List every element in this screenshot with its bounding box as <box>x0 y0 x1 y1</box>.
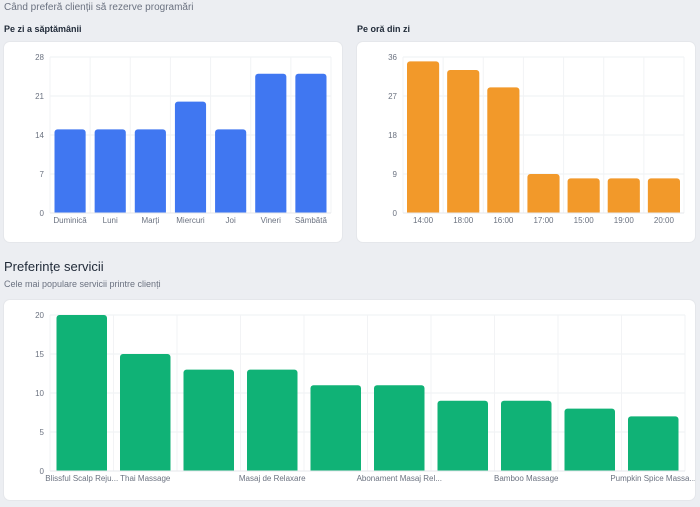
bar-base <box>134 210 166 213</box>
bar[interactable] <box>527 174 560 213</box>
x-tick-label: Abonament Masaj Rel... <box>357 474 442 483</box>
x-tick-label: Duminică <box>53 216 87 225</box>
bar-base <box>295 210 327 213</box>
x-tick-label: Vineri <box>261 216 282 225</box>
x-tick-label: 19:00 <box>614 216 635 225</box>
y-tick-label: 9 <box>393 170 398 179</box>
bar[interactable] <box>567 178 600 213</box>
services-subtitle: Cele mai populare servicii printre clien… <box>4 279 161 289</box>
bar-base <box>437 468 488 471</box>
bar-base <box>564 468 615 471</box>
by-day-card: 0 7 14 21 28 Duminică Luni Marți Miercuri Joi Vine… <box>4 42 342 242</box>
bar-base <box>567 210 600 213</box>
bar-base <box>215 210 247 213</box>
x-tick-label: Bamboo Massage <box>494 474 559 483</box>
y-tick-label: 10 <box>35 389 44 398</box>
bar-base <box>247 468 298 471</box>
x-tick-label: Marți <box>141 216 159 225</box>
x-tick-label: 18:00 <box>453 216 474 225</box>
y-tick-label: 0 <box>40 467 45 476</box>
bar[interactable] <box>447 70 480 213</box>
bar[interactable] <box>310 385 362 471</box>
by-hour-label: Pe oră din zi <box>357 24 411 34</box>
y-tick-label: 0 <box>393 209 398 218</box>
x-tick-label: Pumpkin Spice Massa... <box>610 474 695 483</box>
y-tick-label: 20 <box>35 311 44 320</box>
by-hour-card: 0 9 18 27 36 14:00 18:00 16:00 17:00 15:00 19:00 20… <box>357 42 695 242</box>
x-tick-label: Thai Massage <box>120 474 171 483</box>
x-tick-label: Joi <box>226 216 236 225</box>
bar-base <box>310 468 361 471</box>
bar[interactable] <box>174 101 207 213</box>
y-tick-label: 7 <box>40 170 45 179</box>
bar-base <box>628 468 679 471</box>
bar[interactable] <box>295 73 327 213</box>
x-tick-label: Masaj de Relaxare <box>239 474 306 483</box>
bar-base <box>120 468 171 471</box>
y-tick-label: 0 <box>40 209 45 218</box>
x-tick-label: 17:00 <box>533 216 554 225</box>
x-tick-label: 15:00 <box>574 216 595 225</box>
bar[interactable] <box>374 385 425 471</box>
bar-base <box>56 468 107 471</box>
bar[interactable] <box>255 73 287 213</box>
bar[interactable] <box>134 129 166 213</box>
bar-base <box>174 210 207 213</box>
bar[interactable] <box>215 129 247 213</box>
bar-base <box>447 210 480 213</box>
bar-base <box>487 210 520 213</box>
y-tick-label: 14 <box>35 131 44 140</box>
by-day-chart: 0 7 14 21 28 Duminică Luni Marți Miercuri Joi Vine… <box>35 53 332 225</box>
bar[interactable] <box>54 129 86 213</box>
page-caption: Când preferă clienții să rezerve program… <box>4 2 194 13</box>
y-tick-label: 21 <box>35 92 44 101</box>
x-tick-label: Luni <box>103 216 118 225</box>
bar[interactable] <box>56 315 108 471</box>
bar[interactable] <box>647 178 680 213</box>
y-tick-label: 27 <box>388 92 397 101</box>
y-tick-label: 5 <box>40 428 45 437</box>
bar-base <box>54 210 86 213</box>
bar-base <box>94 210 126 213</box>
by-hour-chart: 0 9 18 27 36 14:00 18:00 16:00 17:00 15:00 19:00 20… <box>388 53 685 225</box>
y-tick-label: 28 <box>35 53 44 62</box>
bar[interactable] <box>183 369 235 471</box>
bar[interactable] <box>501 400 552 471</box>
bar[interactable] <box>487 87 520 213</box>
bar[interactable] <box>607 178 640 213</box>
x-tick-label: Sâmbătă <box>295 216 328 225</box>
y-tick-label: 36 <box>388 53 397 62</box>
y-tick-label: 15 <box>35 350 44 359</box>
bar-base <box>255 210 287 213</box>
services-card: 0 5 10 15 20 Blissful Scalp Reju... Thai Massa… <box>4 300 696 500</box>
bar-base <box>374 468 425 471</box>
y-tick-label: 18 <box>388 131 397 140</box>
bar[interactable] <box>407 61 440 213</box>
x-tick-label: Miercuri <box>176 216 205 225</box>
services-chart: 0 5 10 15 20 Blissful Scalp Reju... Thai Massa… <box>35 311 696 483</box>
x-tick-label: 20:00 <box>654 216 675 225</box>
x-tick-label: 16:00 <box>493 216 514 225</box>
bar[interactable] <box>94 129 126 213</box>
bar[interactable] <box>564 408 616 471</box>
x-tick-label: 14:00 <box>413 216 434 225</box>
bar-base <box>527 210 560 213</box>
bar[interactable] <box>628 416 679 471</box>
services-title: Preferințe servicii <box>4 259 104 274</box>
bar-base <box>183 468 234 471</box>
bar[interactable] <box>437 400 489 471</box>
bar[interactable] <box>247 369 298 471</box>
x-tick-label: Blissful Scalp Reju... <box>45 474 118 483</box>
bar-base <box>407 210 440 213</box>
bar-base <box>647 210 680 213</box>
bar-base <box>607 210 640 213</box>
bar[interactable] <box>120 354 171 471</box>
bar-base <box>501 468 552 471</box>
by-day-label: Pe zi a săptămânii <box>4 24 82 34</box>
